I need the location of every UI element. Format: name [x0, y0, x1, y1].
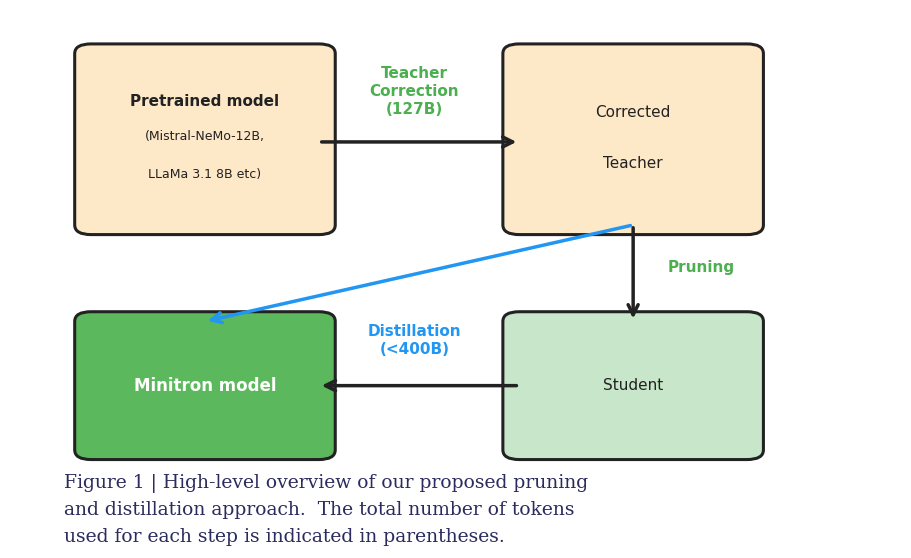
FancyBboxPatch shape [75, 312, 335, 460]
Text: (Mistral-NeMo-12B,: (Mistral-NeMo-12B, [145, 130, 265, 143]
FancyBboxPatch shape [75, 44, 335, 234]
Text: Student: Student [603, 378, 663, 393]
Text: Teacher: Teacher [603, 156, 663, 171]
Text: Teacher
Correction
(127B): Teacher Correction (127B) [370, 65, 459, 117]
Text: Minitron model: Minitron model [134, 377, 276, 395]
Text: LLaMa 3.1 8B etc): LLaMa 3.1 8B etc) [148, 167, 261, 181]
FancyBboxPatch shape [503, 44, 763, 234]
Text: Distillation
(<400B): Distillation (<400B) [368, 324, 461, 357]
Text: Pruning: Pruning [668, 260, 735, 275]
Text: Corrected: Corrected [596, 105, 670, 120]
Text: Pretrained model: Pretrained model [130, 94, 280, 109]
FancyBboxPatch shape [503, 312, 763, 460]
Text: Figure 1 | High-level overview of our proposed pruning
and distillation approach: Figure 1 | High-level overview of our pr… [64, 474, 588, 546]
